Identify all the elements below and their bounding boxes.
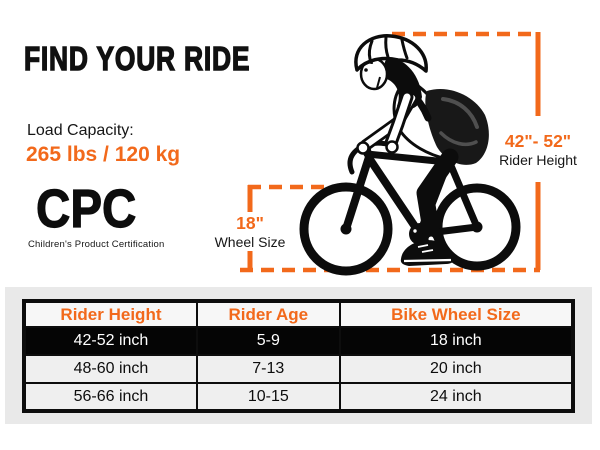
cell-wheel-size: 18 inch bbox=[338, 326, 575, 356]
load-capacity-label: Load Capacity: bbox=[27, 122, 134, 139]
col-header-bike-wheel-size: Bike Wheel Size bbox=[338, 300, 575, 328]
cell-rider-age: 10-15 bbox=[195, 382, 341, 412]
face bbox=[359, 57, 389, 91]
rider-height-value: 42"- 52" bbox=[504, 131, 572, 151]
front-wheel bbox=[299, 182, 393, 276]
size-table: Rider Height Rider Age Bike Wheel Size 4… bbox=[22, 299, 575, 413]
rider-height-label: Rider Height bbox=[499, 152, 577, 169]
shoe bbox=[400, 240, 455, 266]
wheel-size-label: Wheel Size bbox=[214, 234, 286, 251]
cell-rider-height: 42-52 inch bbox=[23, 326, 198, 356]
saddle bbox=[441, 144, 473, 158]
wheel-size-value: 18" bbox=[236, 213, 264, 233]
cell-wheel-size: 24 inch bbox=[338, 382, 575, 412]
col-header-rider-height: Rider Height bbox=[23, 300, 198, 328]
chainring bbox=[409, 223, 431, 245]
table-header-row: Rider Height Rider Age Bike Wheel Size bbox=[23, 300, 575, 328]
hair bbox=[384, 57, 422, 110]
far-hand bbox=[356, 141, 370, 155]
cpc-certification-caption: Children's Product Certification bbox=[28, 239, 165, 250]
rider-height-annotation: 42"- 52" Rider Height bbox=[488, 131, 588, 169]
table-row-highlighted: 42-52 inch 5-9 18 inch bbox=[23, 326, 575, 356]
wheel-size-annotation: 18" Wheel Size bbox=[200, 213, 300, 251]
table-row: 56-66 inch 10-15 24 inch bbox=[23, 382, 575, 412]
cell-rider-height: 56-66 inch bbox=[23, 382, 198, 412]
cell-wheel-size: 20 inch bbox=[338, 354, 575, 384]
size-table-panel: Rider Height Rider Age Bike Wheel Size 4… bbox=[5, 287, 592, 424]
near-hand bbox=[385, 140, 399, 154]
page-title: FIND YOUR RIDE bbox=[23, 40, 251, 77]
cell-rider-age: 7-13 bbox=[195, 354, 341, 384]
child-rider bbox=[354, 34, 489, 266]
bike-frame bbox=[363, 147, 481, 238]
cell-rider-age: 5-9 bbox=[195, 326, 341, 356]
handlebar bbox=[347, 140, 399, 175]
table-row: 48-60 inch 7-13 20 inch bbox=[23, 354, 575, 384]
cpc-certification-mark: CPC bbox=[35, 179, 137, 239]
backpack bbox=[425, 88, 489, 165]
load-capacity-value: 265 lbs / 120 kg bbox=[26, 143, 181, 166]
col-header-rider-age: Rider Age bbox=[195, 300, 341, 328]
helmet bbox=[354, 34, 428, 73]
leg bbox=[416, 148, 459, 251]
rear-wheel bbox=[433, 183, 521, 271]
cell-rider-height: 48-60 inch bbox=[23, 354, 198, 384]
